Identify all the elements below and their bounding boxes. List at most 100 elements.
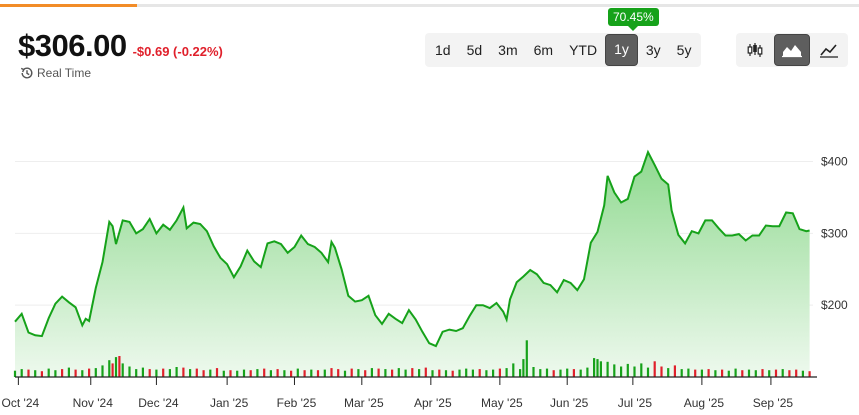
volume-bar — [620, 366, 623, 377]
volume-bar — [754, 370, 757, 377]
range-5d-button[interactable]: 5d — [466, 42, 483, 58]
x-tick-label: Oct '24 — [2, 396, 40, 410]
volume-bar — [539, 369, 542, 377]
progress-track — [0, 4, 859, 7]
volume-bar — [155, 369, 158, 377]
range-3y-button[interactable]: 3y — [645, 42, 661, 58]
range-ytd-button[interactable]: YTD — [569, 42, 598, 58]
x-tick-label: Jan '25 — [210, 396, 249, 410]
volume-bar — [54, 370, 57, 377]
line-chart-icon — [820, 44, 838, 58]
price-area — [15, 152, 810, 377]
volume-bar — [370, 368, 373, 377]
volume-bar — [687, 368, 690, 377]
volume-bar — [391, 369, 394, 377]
y-axis: $400 $300 $200 — [821, 155, 848, 313]
volume-bar — [256, 369, 259, 377]
volume-bar — [34, 370, 37, 377]
volume-bar — [761, 369, 764, 377]
volume-bar — [795, 369, 798, 377]
volume-bar — [229, 370, 232, 377]
volume-bar — [74, 369, 77, 377]
volume-bar — [586, 367, 589, 378]
volume-bar — [377, 368, 380, 377]
volume-bar — [357, 369, 360, 377]
volume-bar — [195, 368, 198, 377]
price-line — [14, 149, 810, 348]
range-selector: 1d 5d 3m 6m YTD 1y 3y 5y — [425, 33, 702, 67]
x-tick-label: Jul '25 — [618, 396, 653, 410]
price-header: $306.00 -$0.69 (-0.22%) — [18, 28, 223, 64]
y-tick-label: $400 — [821, 155, 848, 169]
volume-bar — [747, 369, 751, 377]
volume-bar — [808, 371, 811, 377]
volume-bar — [593, 358, 596, 377]
volume-bar — [801, 370, 804, 377]
x-tick-label: Aug '25 — [684, 396, 725, 410]
volume-bar — [94, 368, 97, 377]
range-3m-button[interactable]: 3m — [498, 42, 518, 58]
volume-bar — [522, 359, 525, 377]
volume-bar — [774, 369, 778, 377]
volume-bar — [438, 369, 441, 377]
volume-bar — [411, 368, 414, 377]
volume-bar — [545, 368, 549, 377]
volume-bar — [519, 369, 522, 377]
volume-bar — [404, 369, 407, 377]
volume-bar — [734, 368, 737, 377]
range-1y-button[interactable]: 1y — [605, 34, 638, 66]
chart-type-selector — [736, 33, 848, 67]
volume-bar — [61, 369, 64, 377]
volume-bar — [296, 368, 299, 377]
volume-bar — [424, 367, 427, 378]
x-tick-label: Dec '24 — [138, 396, 179, 410]
volume-bar — [485, 370, 488, 377]
volume-bar — [606, 361, 609, 377]
volume-bar — [121, 363, 124, 378]
volume-bar — [111, 363, 114, 378]
volume-bar — [741, 370, 744, 377]
progress-bar — [0, 0, 859, 8]
volume-bar — [431, 370, 434, 377]
volume-bar — [67, 367, 70, 378]
volume-bar — [525, 340, 528, 378]
volume-bar — [478, 369, 481, 377]
volume-bar — [323, 369, 326, 377]
mountain-chart-button[interactable] — [774, 34, 810, 66]
volume-bar — [364, 370, 367, 377]
volume-bar — [182, 367, 185, 378]
volume-bar — [276, 369, 279, 377]
candlestick-button[interactable] — [738, 35, 772, 65]
range-1d-button[interactable]: 1d — [435, 42, 451, 58]
volume-bar — [714, 370, 717, 377]
volume-bar — [512, 363, 515, 378]
volume-bar — [209, 369, 212, 377]
volume-bar — [465, 368, 468, 377]
volume-bar — [505, 368, 508, 377]
volume-bar — [599, 361, 602, 378]
volume-bar — [13, 370, 17, 377]
range-6m-button[interactable]: 6m — [533, 42, 554, 58]
volume-bar — [283, 370, 286, 377]
volume-bar — [397, 368, 400, 377]
range-5y-button[interactable]: 5y — [676, 42, 692, 58]
x-tick-label: Mar '25 — [344, 396, 384, 410]
volume-bar — [236, 370, 239, 377]
volume-bar — [768, 370, 771, 377]
x-tick-label: Nov '24 — [73, 396, 114, 410]
volume-bar — [202, 370, 205, 377]
volume-bar — [596, 359, 599, 377]
volume-bar — [451, 370, 454, 377]
line-chart-button[interactable] — [812, 35, 846, 65]
volume-bar — [269, 370, 272, 377]
volume-bar — [148, 369, 151, 377]
volume-bar — [552, 370, 555, 377]
volume-bar — [263, 368, 266, 377]
volume-bar — [572, 369, 575, 377]
last-price: $306.00 — [18, 28, 127, 63]
volume-bar — [47, 368, 50, 377]
volume-bar — [242, 369, 246, 377]
y-tick-label: $200 — [821, 298, 848, 312]
volume-bar — [175, 367, 178, 377]
